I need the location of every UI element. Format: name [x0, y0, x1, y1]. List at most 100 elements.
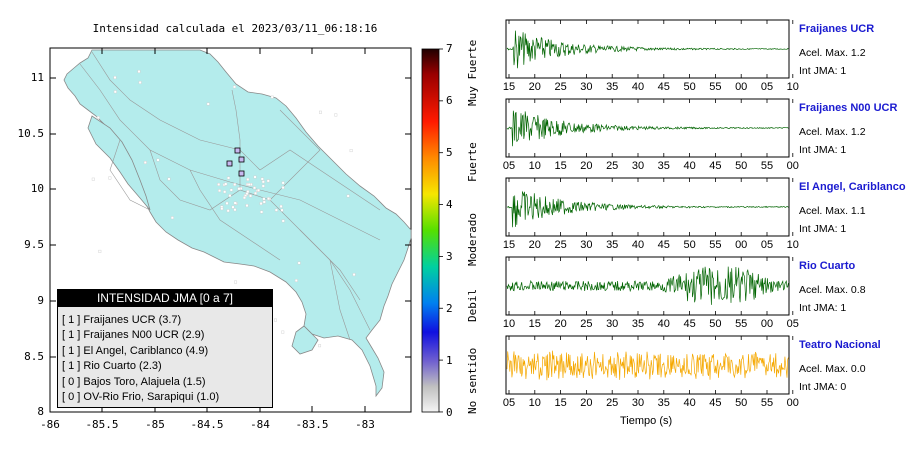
- town-marker: [253, 175, 257, 179]
- town-marker: [167, 177, 171, 181]
- waveform-tick-label: 25: [606, 160, 619, 172]
- road: [189, 169, 281, 261]
- town-marker: [113, 90, 117, 94]
- town-marker: [260, 210, 264, 214]
- station-accel-max: Acel. Max. 1.1: [799, 205, 866, 217]
- map-y-tick-label: 8: [37, 405, 44, 418]
- map-y-tick-label: 11: [30, 71, 44, 84]
- town-marker: [96, 116, 100, 120]
- time-axis-label: Tiempo (s): [620, 415, 673, 427]
- map-x-tick-label: -83: [355, 418, 375, 431]
- intensity-colorbar: [421, 48, 443, 413]
- waveform-tick-label: 35: [631, 318, 645, 330]
- waveform-tick-label: 20: [528, 81, 541, 93]
- waveform-tick-label: 50: [683, 239, 696, 251]
- station-marker: [238, 156, 245, 163]
- town-marker: [262, 197, 266, 201]
- waveform-tick-label: 30: [631, 160, 645, 172]
- waveform-tick-label: 25: [554, 239, 567, 251]
- map-x-tick-label: -85: [145, 418, 165, 431]
- map-y-tick-label: 9: [37, 294, 44, 307]
- map-axis-ticks: [49, 48, 411, 413]
- colorbar-tick-7: 7: [446, 42, 453, 55]
- waveform-tick-label: 00: [735, 239, 748, 251]
- town-marker: [318, 344, 322, 348]
- waveform-tick-label: 15: [502, 239, 516, 251]
- colorbar-label-fuerte: Fuerte: [466, 142, 479, 182]
- waveform-plot: [505, 19, 794, 79]
- waveform-tick-label: 30: [580, 81, 593, 93]
- map-x-tick-label: -83.5: [295, 418, 329, 431]
- town-marker: [260, 177, 264, 181]
- town-marker: [237, 187, 241, 191]
- legend-row: [ 0 ] OV-Rio Frio, Sarapiqui (1.0): [62, 390, 220, 403]
- town-marker: [234, 280, 238, 284]
- waveform-tick-label: 05: [502, 397, 516, 409]
- road-network: [79, 51, 381, 341]
- waveform-tick-label: 50: [735, 397, 748, 409]
- town-marker: [91, 177, 95, 181]
- colorbar-tick-0: 0: [446, 406, 453, 419]
- waveform-tick-label: 50: [683, 81, 696, 93]
- waveform-plot: [505, 98, 794, 158]
- road: [259, 149, 381, 211]
- waveform-tick-label: 35: [657, 397, 670, 409]
- waveform-trace: [506, 266, 789, 305]
- waveform-tick-label: 55: [760, 397, 774, 409]
- waveform-tick-label: 40: [631, 81, 645, 93]
- town-marker: [246, 177, 250, 181]
- waveform-tick-label: 10: [786, 81, 799, 93]
- waveform-tick-label: 20: [554, 318, 567, 330]
- waveform-tick-label: 25: [554, 81, 567, 93]
- town-marker: [274, 208, 278, 212]
- town-marker: [227, 176, 231, 180]
- station-int-jma: Int JMA: 1: [799, 302, 847, 314]
- town-marker: [262, 200, 266, 204]
- town-marker: [233, 208, 237, 212]
- town-marker: [247, 183, 251, 186]
- waveform-tick-label: 25: [580, 318, 593, 330]
- map-y-tick-label: 9.5: [24, 238, 44, 251]
- town-marker: [297, 261, 301, 265]
- waveform-tick-label: 40: [683, 397, 696, 409]
- waveform-tick-label: 15: [554, 397, 567, 409]
- nicoya-peninsula: [87, 115, 151, 211]
- town-marker: [137, 70, 141, 73]
- waveform-tick-label: 45: [657, 239, 670, 251]
- town-marker: [226, 209, 230, 213]
- map-x-tick-label: -85.5: [85, 418, 119, 431]
- town-marker: [229, 188, 233, 192]
- town-marker: [261, 184, 265, 188]
- waveform-tick-label: 40: [657, 318, 670, 330]
- waveform-tick-label: 10: [528, 160, 541, 172]
- town-marker: [349, 149, 353, 153]
- waveform-tick-label: 05: [760, 239, 774, 251]
- town-marker: [281, 330, 285, 334]
- map-y-tick-label: 10.5: [17, 127, 45, 140]
- waveform-tick-label: 30: [606, 318, 619, 330]
- town-marker: [294, 279, 298, 283]
- town-marker: [281, 181, 285, 185]
- colorbar-label-muy-fuerte: Muy Fuerte: [466, 39, 479, 106]
- waveform-tick-label: 30: [631, 397, 645, 409]
- station-int-jma: Int JMA: 1: [799, 144, 847, 156]
- waveform-tick-label: 50: [735, 160, 748, 172]
- waveform-tick-label: 45: [683, 318, 696, 330]
- town-marker: [254, 191, 257, 195]
- station-marker: [238, 170, 245, 177]
- waveform-tick-label: 50: [709, 318, 722, 330]
- waveform-tick-label: 55: [709, 81, 722, 93]
- waveform-tick-label: 10: [786, 239, 799, 251]
- town-marker: [233, 85, 236, 89]
- town-marker: [156, 158, 160, 162]
- waveform-trace: [506, 350, 789, 381]
- intensity-legend: INTENSIDAD JMA [0 a 7] [ 1 ] Fraijanes U…: [57, 289, 273, 408]
- road: [149, 149, 371, 331]
- waveform-tick-label: 45: [709, 397, 722, 409]
- legend-row: [ 1 ] El Angel, Cariblanco (4.9): [62, 344, 209, 357]
- legend-row: [ 0 ] Bajos Toro, Alajuela (1.5): [62, 375, 206, 388]
- waveform-tick-label: 45: [657, 81, 670, 93]
- map-x-tick-label: -86: [40, 418, 60, 431]
- waveform-tick-label: 20: [580, 160, 593, 172]
- map-x-tick-label: -84: [250, 418, 270, 431]
